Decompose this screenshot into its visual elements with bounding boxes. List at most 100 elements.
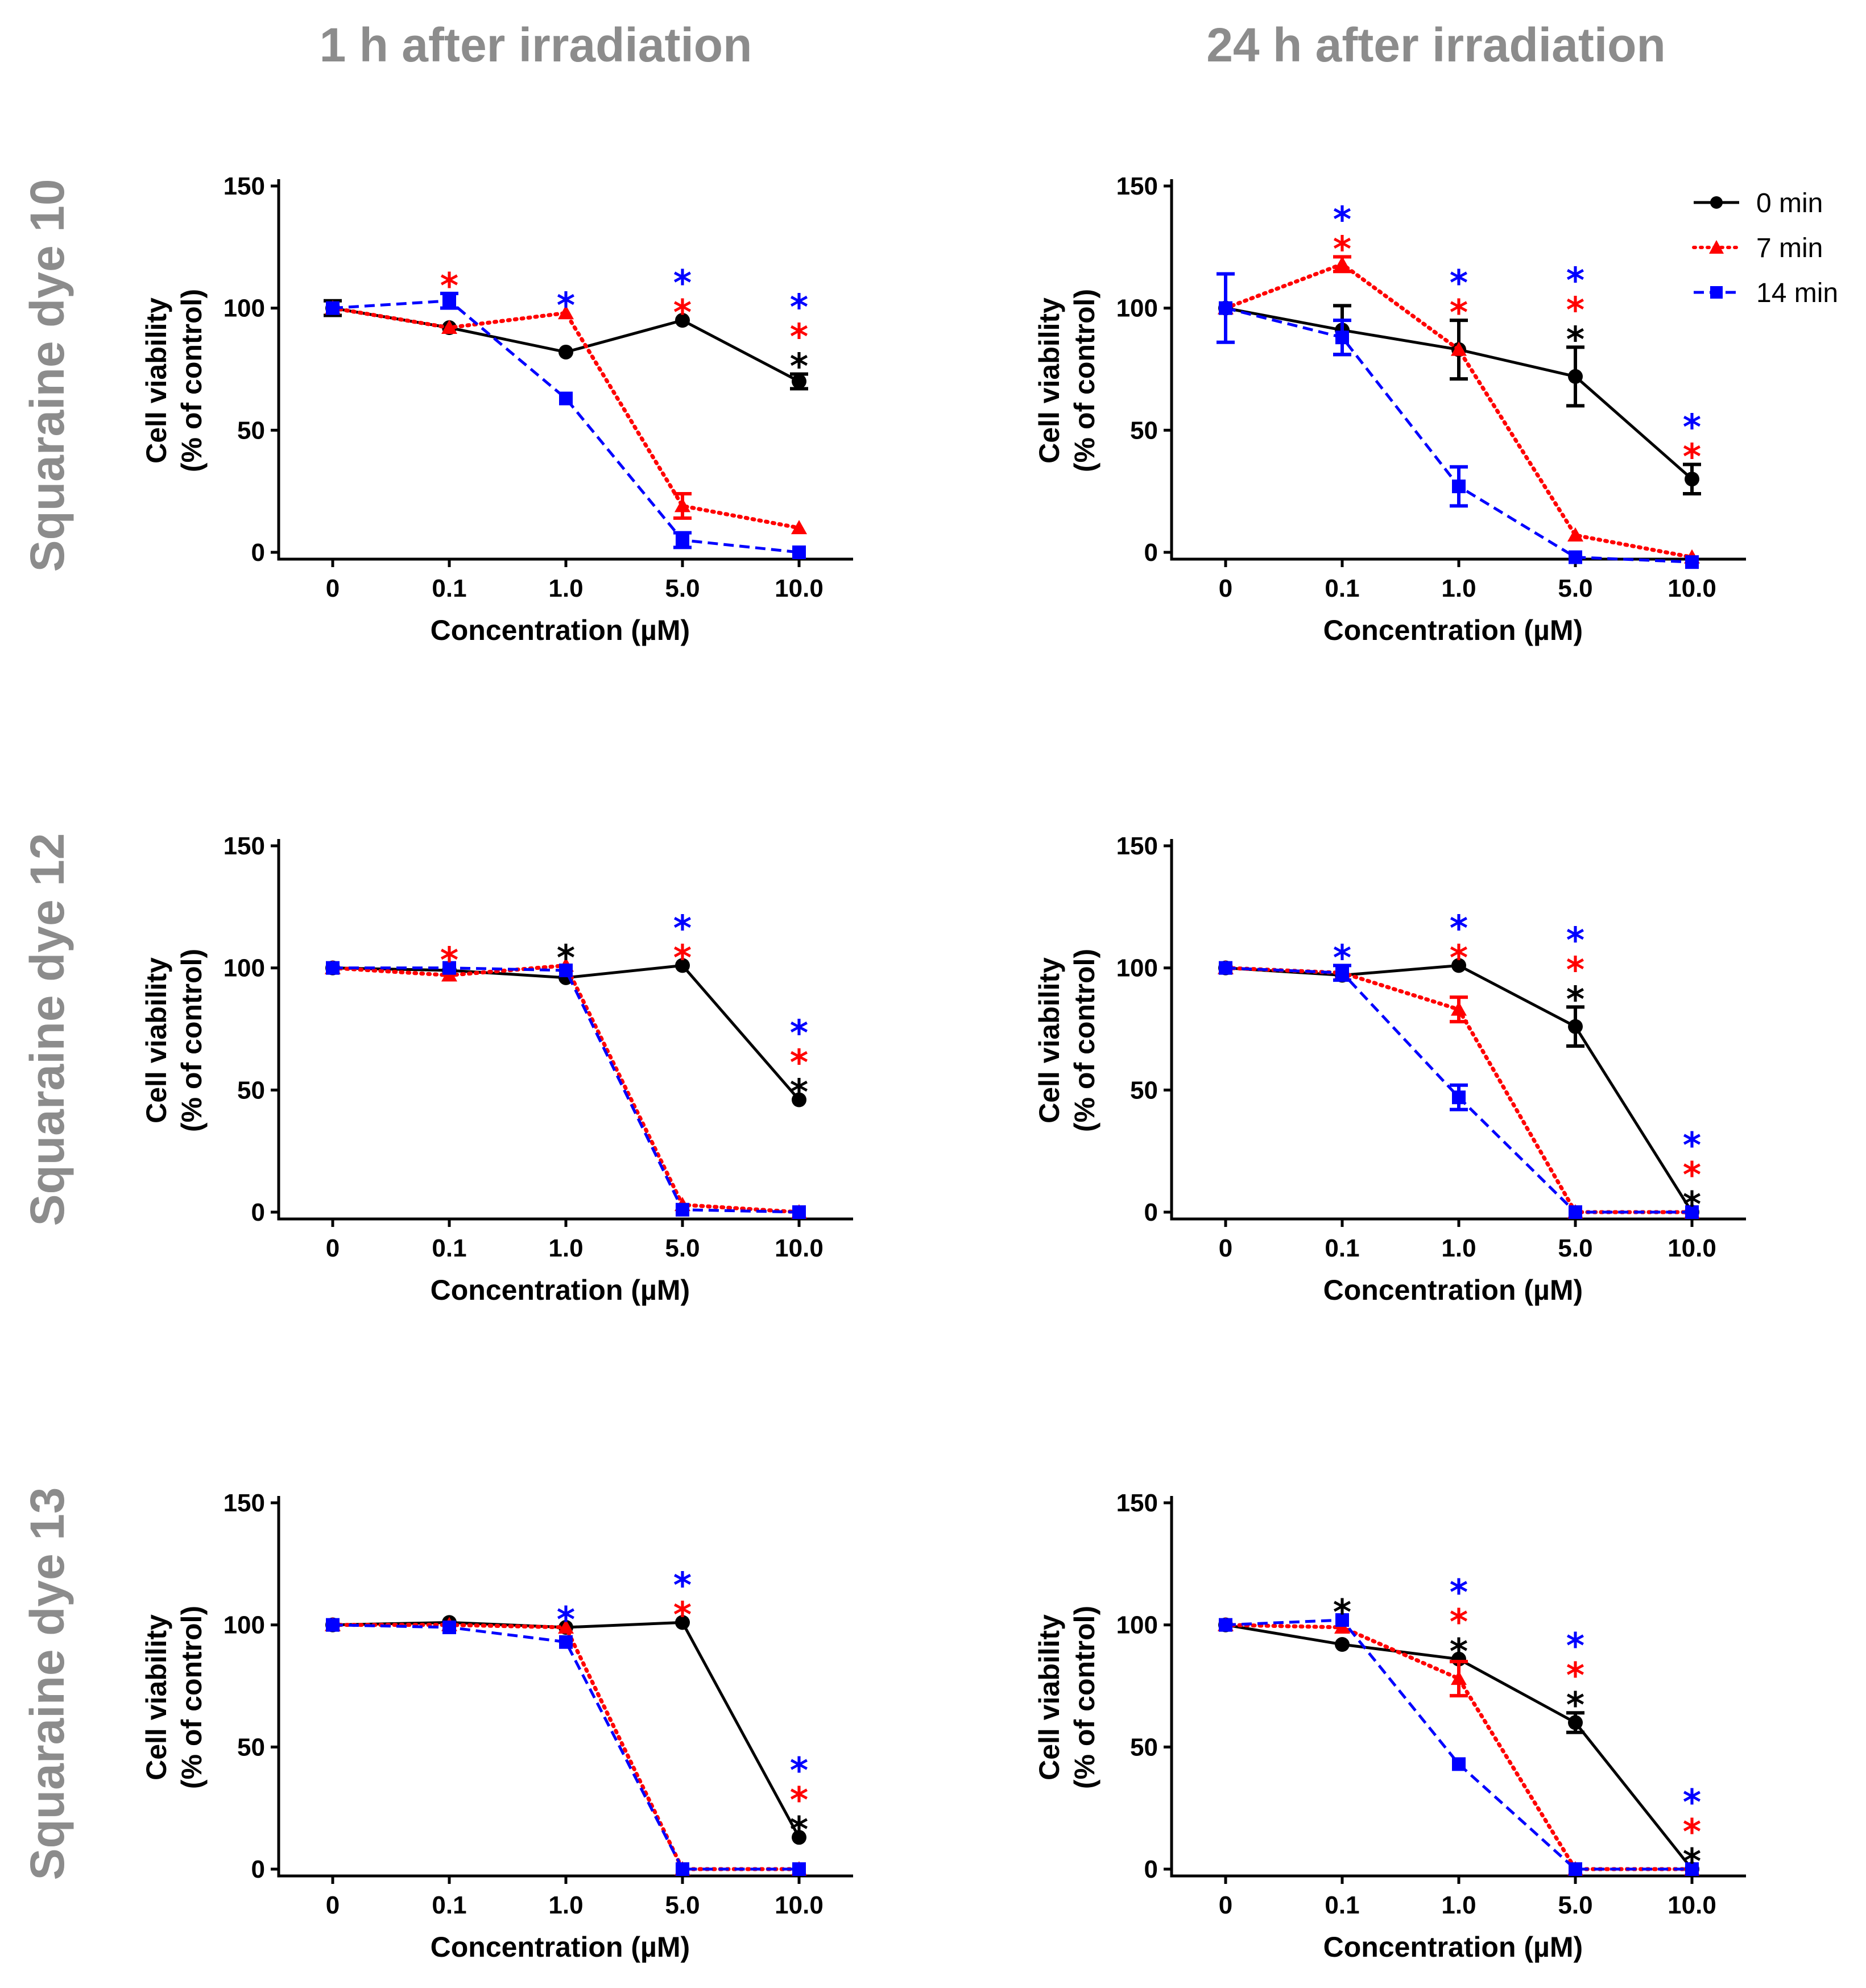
significance-star-14min: *	[1683, 406, 1701, 448]
significance-star-14min: *	[673, 1564, 692, 1606]
axis-lines	[277, 179, 853, 561]
chart-panel-dye12-1h: 0 50 100 150 0 0.1 1.0 5.0 10.0 Concentration (µM…	[140, 832, 853, 1306]
y-tick-label: 100	[1116, 954, 1158, 982]
legend-label-7min: 7 min	[1756, 233, 1823, 263]
data-point-0min	[675, 958, 690, 973]
x-tick-label: 10.0	[775, 1234, 824, 1262]
significance-star-0min: *	[1683, 1184, 1701, 1225]
data-point-14min	[326, 961, 340, 975]
data-point-0min	[558, 344, 573, 359]
axis-lines	[277, 1496, 853, 1878]
data-point-7min	[441, 320, 457, 334]
significance-star-0min: *	[790, 1809, 808, 1850]
data-point-14min	[792, 1862, 806, 1876]
y-tick-label: 100	[224, 954, 265, 982]
x-axis-label: Concentration (µM)	[1323, 614, 1583, 646]
data-point-14min	[1452, 1090, 1466, 1105]
y-tick-label: 50	[1130, 416, 1158, 444]
x-tick-label: 0	[1219, 1891, 1232, 1919]
series-line-0min	[332, 1621, 801, 1838]
data-point-14min	[1685, 555, 1699, 569]
x-tick-label: 1.0	[548, 575, 583, 602]
data-point-14min	[559, 1635, 573, 1649]
chart-panel-dye10-24h: 0 50 100 150 0 0.1 1.0 5.0 10.0 Concentration (µM…	[1033, 172, 1746, 646]
x-tick-label: 0.1	[1325, 1891, 1359, 1919]
data-point-14min	[1219, 1618, 1232, 1632]
y-tick-label: 150	[1116, 832, 1158, 860]
x-tick-label: 10.0	[1668, 1891, 1716, 1919]
data-point-14min	[1335, 1613, 1349, 1627]
data-point-14min	[676, 533, 689, 547]
legend: 0 min 7 min 14 min	[1692, 188, 1838, 308]
legend-marker-7min	[1709, 240, 1724, 254]
x-axis-label: Concentration (µM)	[431, 1274, 690, 1306]
x-tick-label: 10.0	[775, 1891, 824, 1919]
y-tick-label: 0	[251, 1855, 265, 1883]
x-tick-label: 1.0	[1441, 575, 1476, 602]
significance-star-0min: *	[1566, 978, 1584, 1020]
x-axis-label: Concentration (µM)	[1323, 1274, 1583, 1306]
significance-star-7min: *	[1566, 949, 1584, 990]
legend-item-0min: 0 min	[1694, 188, 1823, 218]
significance-star-7min: *	[440, 265, 458, 307]
significance-star-14min: *	[1450, 262, 1468, 304]
significance-star-0min: *	[557, 937, 575, 978]
chart-panel-dye13-24h: 0 50 100 150 0 0.1 1.0 5.0 10.0 Concentration (µM…	[1033, 1489, 1746, 1963]
column-title-1h: 1 h after irradiation	[320, 18, 752, 72]
x-tick-label: 0	[326, 575, 340, 602]
axis-lines	[1170, 839, 1746, 1221]
y-tick-label: 150	[224, 172, 265, 200]
y-tick-label: 150	[224, 832, 265, 860]
data-point-0min	[1568, 1019, 1583, 1034]
data-point-14min	[1219, 961, 1232, 975]
significance-star-14min: *	[790, 1012, 808, 1054]
significance-star-14min: *	[1566, 259, 1584, 301]
significance-star-14min: *	[1450, 1572, 1468, 1613]
legend-marker-0min	[1710, 196, 1723, 209]
y-axis-label-line2: (% of control)	[1069, 949, 1100, 1132]
x-tick-label: 0.1	[1325, 1234, 1359, 1262]
x-tick-label: 0	[326, 1234, 340, 1262]
row-title-dye10: Squaraine dye 10	[20, 179, 74, 572]
chart-panel-dye12-24h: 0 50 100 150 0 0.1 1.0 5.0 10.0 Concentration (µM…	[1033, 832, 1746, 1306]
data-point-0min	[1568, 1715, 1583, 1730]
y-tick-label: 100	[224, 295, 265, 323]
significance-star-14min: *	[1450, 907, 1468, 949]
legend-item-14min: 14 min	[1694, 278, 1838, 308]
x-tick-label: 5.0	[1558, 575, 1592, 602]
data-point-14min	[1335, 966, 1349, 980]
data-point-0min	[1568, 369, 1583, 384]
series-line-14min	[333, 966, 800, 1214]
data-point-14min	[1452, 1757, 1466, 1771]
data-point-14min	[1335, 330, 1349, 345]
significance-star-7min: *	[790, 1779, 808, 1821]
data-point-0min	[1451, 958, 1466, 973]
y-tick-label: 0	[1144, 1855, 1158, 1883]
x-axis-label: Concentration (µM)	[431, 614, 690, 646]
x-tick-label: 10.0	[1668, 575, 1716, 602]
legend-item-7min: 7 min	[1692, 233, 1823, 263]
data-point-0min	[675, 1615, 690, 1630]
data-point-14min	[676, 1202, 689, 1217]
x-tick-label: 1.0	[1441, 1891, 1476, 1919]
data-point-0min	[1335, 1637, 1350, 1652]
y-tick-label: 0	[1144, 1198, 1158, 1226]
y-tick-label: 0	[251, 1198, 265, 1226]
y-tick-label: 50	[1130, 1733, 1158, 1761]
x-tick-label: 5.0	[665, 1234, 700, 1262]
significance-star-7min: *	[673, 1594, 692, 1635]
data-point-14min	[442, 294, 456, 308]
data-point-14min	[1219, 301, 1232, 315]
significance-star-7min: *	[673, 292, 692, 333]
data-point-0min	[675, 313, 690, 328]
x-tick-label: 0.1	[432, 1234, 466, 1262]
y-tick-label: 50	[1130, 1076, 1158, 1104]
x-tick-label: 1.0	[548, 1234, 583, 1262]
significance-star-7min: *	[1450, 1601, 1468, 1643]
y-axis-label-line2: (% of control)	[176, 289, 208, 472]
x-tick-label: 0	[326, 1891, 340, 1919]
legend-label-0min: 0 min	[1756, 188, 1823, 218]
data-point-7min	[675, 498, 690, 513]
y-axis-label-line2: (% of control)	[1069, 289, 1100, 472]
